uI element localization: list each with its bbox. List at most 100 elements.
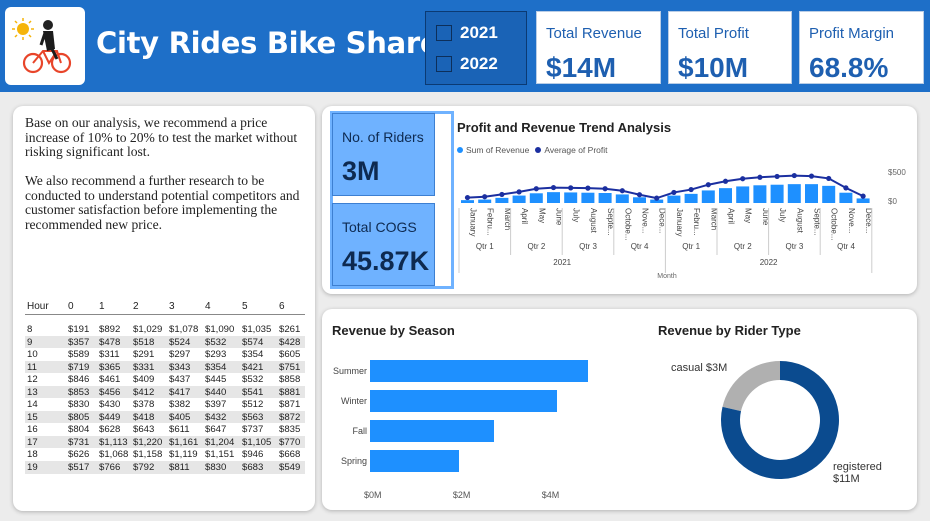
table-row: 18 $626 $1,068 $1,158 $1,119 $1,151 $946 $668 (25, 448, 305, 461)
table-cell: $357 (68, 336, 90, 348)
tile-value: 45.87K (342, 246, 430, 276)
kpi-total-revenue: Total Revenue $14M (536, 11, 661, 84)
season-chart[interactable]: Summer Winter Fall Spring $0M $2M $4M (322, 340, 622, 510)
table-row: 16 $804 $628 $643 $611 $647 $737 $835 (25, 423, 305, 436)
revenue-bar (667, 195, 681, 203)
table-cell: $291 (133, 349, 155, 360)
revenue-bar (598, 193, 612, 203)
checkbox-icon[interactable] (436, 56, 452, 72)
profit-point (808, 173, 815, 179)
rider-type-donut-chart[interactable] (720, 358, 840, 482)
month-tick-label: January (469, 208, 478, 236)
season-category-label: Fall (352, 426, 367, 436)
table-row: 9 $357 $478 $518 $524 $532 $574 $428 (25, 335, 305, 349)
quarter-tick-label: Qtr 4 (837, 242, 855, 251)
legend-item-profit[interactable]: Average of Profit (535, 145, 608, 155)
profit-point (550, 184, 557, 191)
year-option-2021[interactable]: 2021 (436, 23, 498, 43)
table-cell: $261 (279, 324, 301, 335)
tile-title: No. of Riders (342, 129, 424, 145)
legend-dot-icon (535, 147, 542, 153)
table-row: 12 $846 $461 $409 $437 $445 $532 $858 (25, 373, 305, 386)
table-row: 8 $191 $892 $1,029 $1,078 $1,090 $1,035 $261 (25, 323, 305, 336)
revenue-bar (461, 200, 474, 203)
donut-label-casual: casual $3M (671, 362, 728, 374)
table-cell: $1,158 (133, 449, 163, 460)
season-bar[interactable] (370, 360, 588, 382)
kpi-total-profit: Total Profit $10M (668, 11, 792, 84)
column-header[interactable]: 0 (68, 301, 74, 312)
column-header[interactable]: 1 (99, 301, 105, 312)
year-tick-label: 2021 (553, 258, 571, 267)
table-cell: $432 (205, 411, 227, 423)
revenue-bar (822, 185, 836, 203)
y-tick-label: $0 (888, 197, 897, 206)
riders-tile: No. of Riders 3M (332, 113, 435, 196)
table-cell: $804 (68, 424, 90, 435)
kpi-value: $14M (546, 52, 617, 83)
profit-point (499, 191, 505, 198)
donut-label-registered: registered $11M (833, 461, 882, 485)
month-tick-label: Nove... (641, 208, 650, 233)
table-cell: 18 (27, 449, 38, 460)
month-tick-label: August (795, 208, 804, 234)
month-tick-label: Febru... (692, 208, 701, 236)
season-bar[interactable] (370, 390, 557, 412)
revenue-bar (633, 197, 646, 203)
column-header[interactable]: 6 (279, 301, 285, 312)
profit-point (585, 185, 591, 191)
revenue-bar (478, 199, 492, 203)
table-cell: $532 (205, 336, 227, 348)
season-category-label: Summer (332, 366, 367, 376)
table-row: 15 $805 $449 $418 $405 $432 $563 $872 (25, 410, 305, 424)
revenue-bar (839, 192, 853, 203)
column-header[interactable]: 4 (205, 301, 211, 312)
season-bar[interactable] (370, 450, 459, 472)
table-cell: $1,078 (169, 324, 199, 335)
table-cell: $354 (242, 349, 264, 360)
table-cell: $382 (169, 399, 191, 410)
column-header[interactable]: 2 (133, 301, 139, 312)
table-cell: $626 (68, 449, 90, 460)
revenue-bar (736, 186, 750, 203)
profit-point (671, 189, 677, 196)
profit-point (740, 176, 746, 182)
table-cell: $643 (133, 424, 155, 435)
table-cell: $449 (99, 411, 121, 423)
profit-line (467, 174, 864, 200)
donut-slice-casual[interactable] (722, 361, 780, 412)
table-cell: 17 (27, 436, 38, 448)
table-cell: $191 (68, 324, 90, 335)
trend-chart[interactable]: $500 $0 January Febru... March April May June Ju… (456, 158, 911, 288)
column-header[interactable]: Hour (27, 301, 49, 312)
column-header[interactable]: 5 (242, 301, 248, 312)
table-cell: $440 (205, 386, 227, 398)
quarter-tick-label: Qtr 1 (682, 242, 700, 251)
season-chart-title: Revenue by Season (332, 323, 455, 338)
month-tick-label: Febru... (486, 208, 495, 236)
legend-item-revenue[interactable]: Sum of Revenue (457, 145, 529, 155)
table-cell: $835 (279, 424, 301, 435)
table-cell: $437 (169, 374, 191, 385)
table-cell: $1,113 (99, 436, 128, 448)
month-tick-label: Septe... (606, 208, 615, 236)
table-cell: $792 (133, 461, 155, 473)
revenue-bar (684, 193, 698, 203)
table-cell: $1,204 (205, 436, 235, 448)
table-cell: 8 (27, 324, 33, 335)
checkbox-icon[interactable] (436, 25, 452, 41)
year-option-2022[interactable]: 2022 (436, 54, 498, 74)
table-row: 11 $719 $365 $331 $343 $354 $421 $751 (25, 360, 305, 374)
profit-point (602, 186, 608, 192)
donut-slice-registered[interactable] (721, 361, 839, 479)
month-tick-label: July (572, 208, 581, 222)
column-header[interactable]: 3 (169, 301, 175, 312)
table-cell: $611 (169, 424, 190, 435)
season-bar[interactable] (370, 420, 495, 442)
bike-rider-logo-icon (12, 18, 72, 74)
tiles-frame (330, 111, 454, 289)
table-cell: $737 (242, 424, 264, 435)
kpi-value: $10M (678, 52, 749, 83)
x-tick-label: $0M (364, 490, 382, 500)
revenue-bar (770, 184, 784, 203)
